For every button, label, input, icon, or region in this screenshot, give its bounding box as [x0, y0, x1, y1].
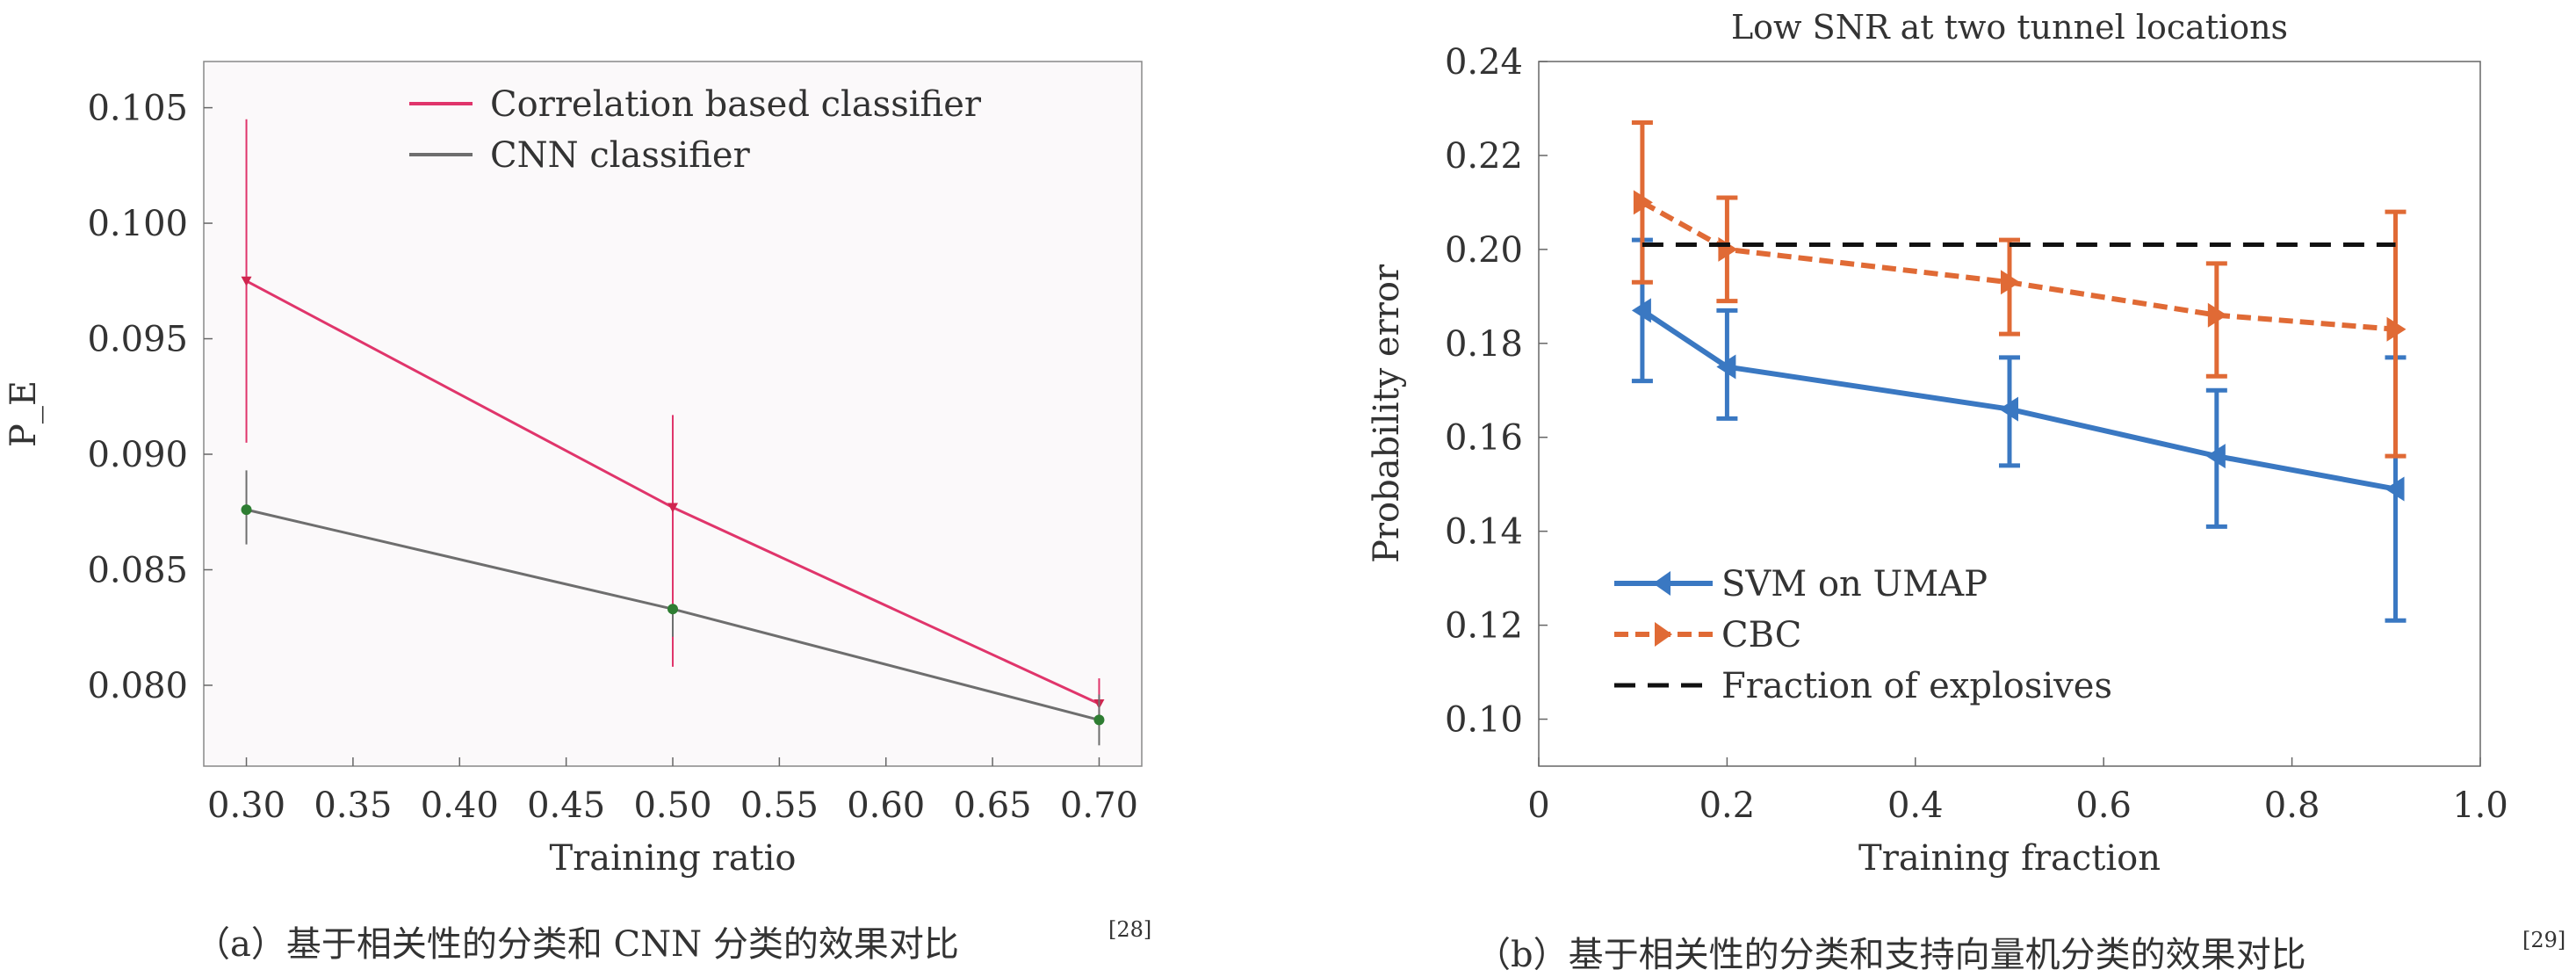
- chart-a-y-tick-label: 0.095: [87, 320, 188, 360]
- chart-a: 0.30 0.35 0.40 0.45 0.50 0.55 0.60 0.65 0.70 0.08…: [4, 61, 1151, 965]
- chart-a-y-tick-label: 0.100: [87, 204, 188, 244]
- data-point: [667, 503, 678, 513]
- series-cbc: [1631, 120, 2406, 459]
- chart-a-y-axis-label: P_E: [4, 380, 44, 447]
- legend-label-fraction: Fraction of explosives: [1721, 666, 2112, 706]
- chart-a-x-tick-label: 0.70: [1060, 785, 1138, 826]
- data-point: [241, 276, 252, 286]
- chart-a-legend: Correlation based classifier CNN classif…: [409, 84, 982, 176]
- chart-a-x-tick-label: 0.45: [527, 785, 605, 826]
- legend-label-cbc: CBC: [1721, 615, 1801, 655]
- data-point: [1999, 396, 2018, 422]
- data-point: [1631, 298, 1651, 323]
- chart-b-y-tick-label: 0.10: [1445, 700, 1523, 741]
- chart-b-series: [1631, 120, 2406, 623]
- data-point: [2386, 316, 2406, 342]
- chart-b-y-tick-label: 0.18: [1445, 324, 1523, 365]
- chart-b-legend: SVM on UMAP CBC Fraction of explosives: [1614, 564, 2112, 706]
- data-point: [1093, 714, 1105, 726]
- chart-b-y-tick-label: 0.16: [1445, 418, 1523, 459]
- chart-b-y-tick-label: 0.14: [1445, 512, 1523, 553]
- legend-marker-cbc: [1655, 622, 1672, 647]
- chart-a-axis-ticks: 0.30 0.35 0.40 0.45 0.50 0.55 0.60 0.65 0.70 0.08…: [87, 89, 1138, 826]
- legend-marker-svm: [1653, 571, 1670, 596]
- chart-a-y-tick-label: 0.080: [87, 666, 188, 706]
- chart-b-y-tick-label: 0.20: [1445, 230, 1523, 271]
- chart-b-title: Low SNR at two tunnel locations: [1731, 8, 2288, 47]
- chart-a-x-tick-label: 0.60: [847, 785, 925, 826]
- data-point: [2205, 444, 2226, 469]
- chart-a-y-tick-label: 0.085: [87, 550, 188, 590]
- data-point: [667, 604, 678, 615]
- legend-label-cnn: CNN classifier: [490, 135, 751, 176]
- chart-b-x-tick-label: 0.8: [2264, 785, 2320, 826]
- chart-b-y-tick-label: 0.22: [1445, 136, 1523, 177]
- chart-b-x-tick-label: 1.0: [2452, 785, 2508, 826]
- chart-a-x-tick-label: 0.40: [421, 785, 499, 826]
- chart-a-y-tick-label: 0.105: [87, 89, 188, 129]
- chart-b-y-tick-label: 0.24: [1445, 42, 1523, 83]
- chart-a-x-tick-label: 0.65: [954, 785, 1032, 826]
- chart-b-y-axis-label: Probability error: [1367, 264, 1407, 563]
- chart-b: 0 0.2 0.4 0.6 0.8 1.0 0.10 0.12 0.14 0.16 0.18 0.20…: [1367, 8, 2565, 975]
- legend-label-correlation: Correlation based classifier: [490, 84, 982, 125]
- data-point: [2385, 476, 2405, 502]
- chart-b-x-tick-label: 0.2: [1699, 785, 1756, 826]
- chart-b-x-axis-label: Training fraction: [1858, 838, 2161, 879]
- chart-b-x-tick-label: 0: [1527, 785, 1549, 826]
- data-point: [1716, 354, 1736, 380]
- data-point: [2001, 270, 2020, 295]
- chart-a-caption-ref: [28]: [1108, 917, 1151, 942]
- chart-a-y-tick-label: 0.090: [87, 435, 188, 475]
- chart-b-axis-ticks: 0 0.2 0.4 0.6 0.8 1.0 0.10 0.12 0.14 0.16 0.18 0.20…: [1445, 42, 2508, 826]
- chart-b-y-tick-label: 0.12: [1445, 606, 1523, 647]
- chart-a-x-tick-label: 0.55: [740, 785, 819, 826]
- chart-b-x-tick-label: 0.6: [2075, 785, 2132, 826]
- chart-b-x-tick-label: 0.4: [1887, 785, 1944, 826]
- chart-b-caption-ref: [29]: [2522, 928, 2565, 952]
- chart-a-x-tick-label: 0.35: [314, 785, 392, 826]
- chart-a-series: [241, 119, 1105, 746]
- chart-b-caption: （b）基于相关性的分类和支持向量机分类的效果对比: [1476, 935, 2306, 975]
- data-point: [1633, 190, 1653, 215]
- chart-a-x-axis-label: Training ratio: [550, 838, 797, 879]
- data-point: [2207, 302, 2227, 328]
- chart-a-caption: （a）基于相关性的分类和 CNN 分类的效果对比: [195, 924, 959, 965]
- series-cnn-classifier: [241, 470, 1105, 746]
- chart-a-x-tick-label: 0.50: [633, 785, 711, 826]
- data-point: [241, 504, 252, 516]
- chart-a-x-tick-label: 0.30: [207, 785, 285, 826]
- legend-label-svm: SVM on UMAP: [1721, 564, 1988, 604]
